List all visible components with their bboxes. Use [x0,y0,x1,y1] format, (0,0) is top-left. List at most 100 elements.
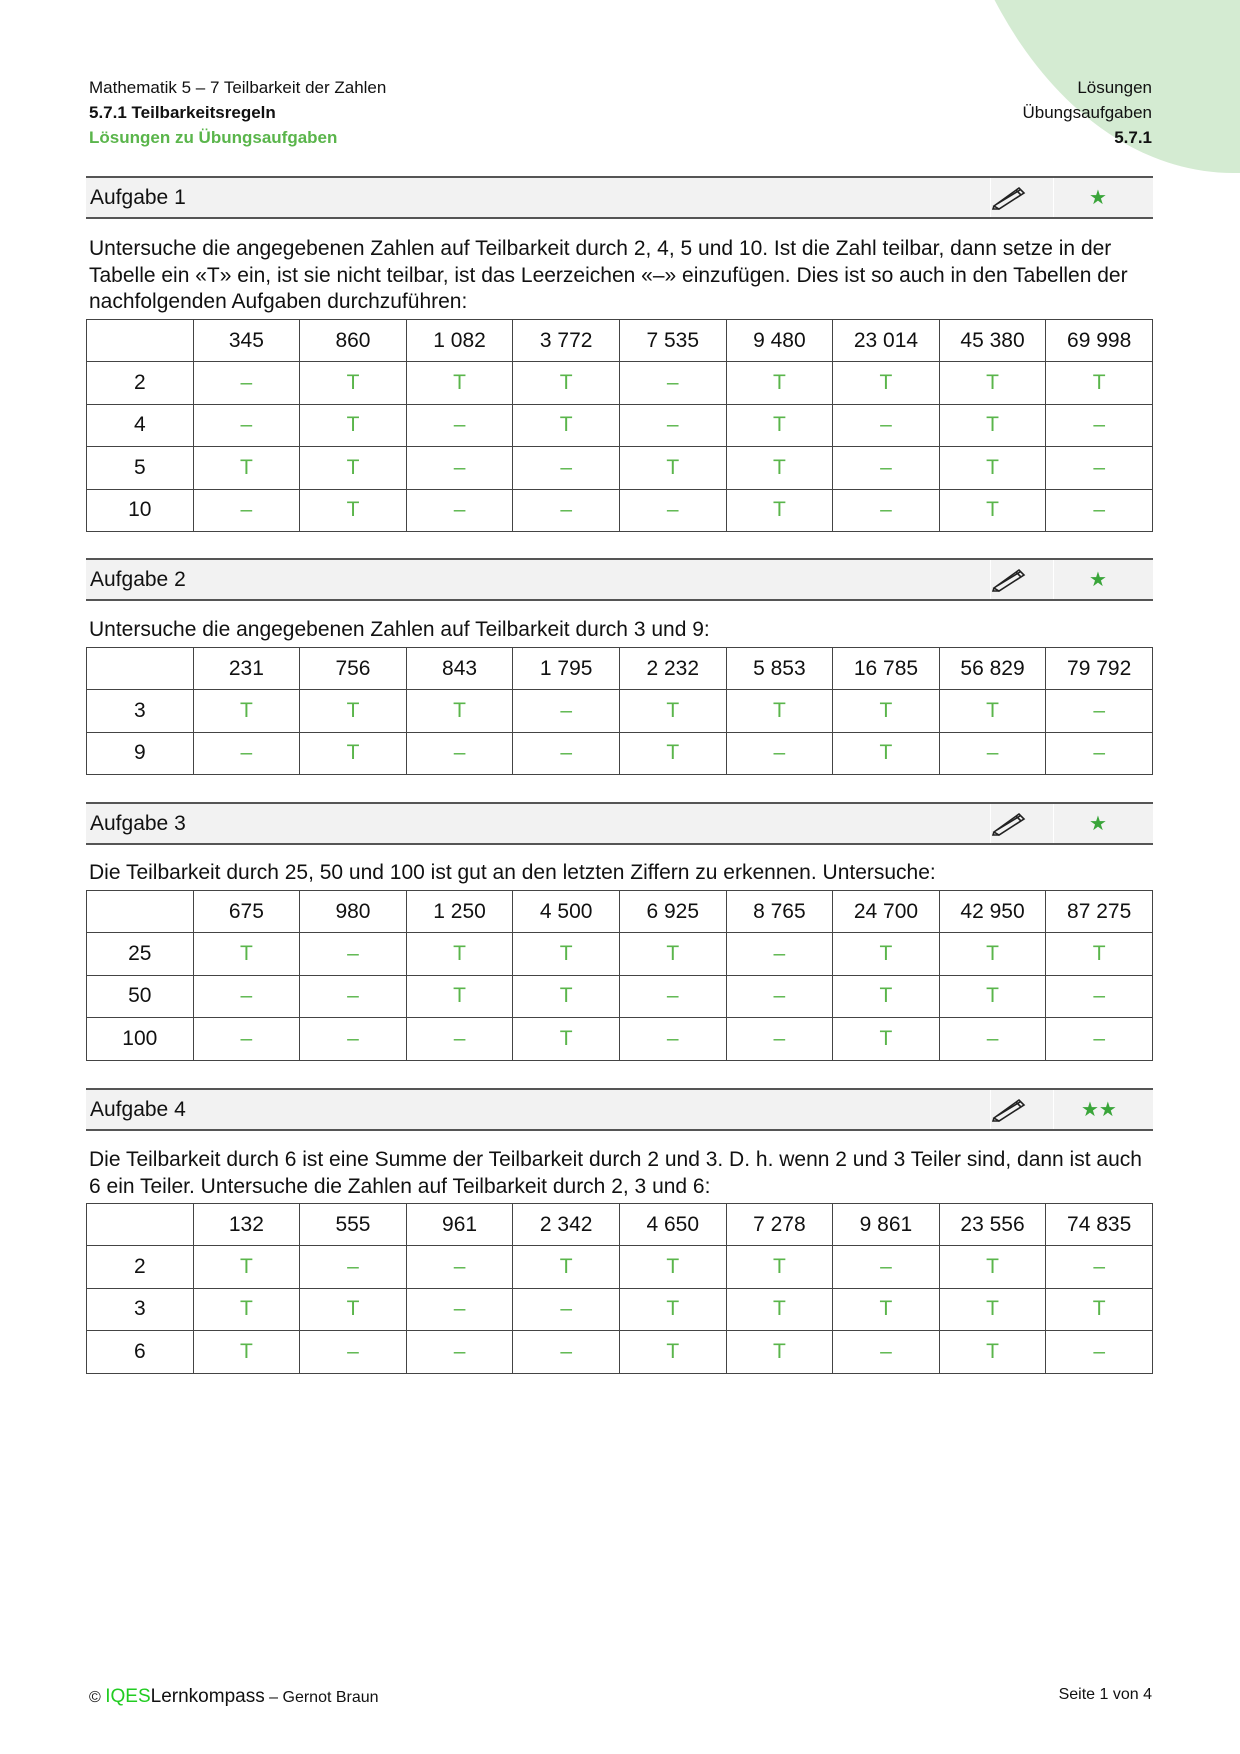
task-instruction: Untersuche die angegebenen Zahlen auf Te… [89,237,1128,313]
divisibility-cell: T [938,488,1047,532]
divisor-label: 25 [86,932,194,976]
divisibility-cell: T [832,689,940,733]
table-header-row: 231 756 843 1 795 2 232 5 853 16 785 56 829 79 7… [86,646,1153,691]
divisibility-cell: T [299,731,407,776]
divisibility-cell: – [832,488,940,532]
task-header-2: Aufgabe 2 ★ [86,558,1153,601]
divisibility-cell: – [512,446,620,490]
divisibility-cell: T [405,689,514,733]
divisibility-cell: T [938,361,1047,405]
divisibility-cell: T [299,488,407,532]
task-title: Aufgabe 3 [90,812,186,835]
task-instruction: Die Teilbarkeit durch 25, 50 und 100 ist… [89,861,936,884]
divisibility-cell: T [725,689,834,733]
column-header: 45 380 [938,318,1047,363]
column-header: 8 765 [725,889,834,934]
divisibility-cell: T [725,488,834,532]
divisibility-cell: T [405,361,514,405]
divisibility-cell: – [1045,974,1153,1019]
divisor-label: 10 [86,488,194,532]
divisibility-cell: T [618,932,727,976]
table-row: 4– T – T – T – T – [86,403,1153,448]
pencil-icon [991,810,1027,841]
divisor-label: 100 [86,1017,194,1061]
divisibility-cell: – [405,1330,514,1374]
document-subtitle: Lösungen zu Übungsaufgaben [89,128,338,147]
task-table-1: 345 860 1 082 3 772 7 535 9 480 23 014 45 380 69… [86,318,1153,532]
difficulty-star-icon: ★ [1089,813,1107,835]
column-header: 961 [405,1202,514,1247]
divisibility-cell: – [725,731,834,776]
divisibility-cell: T [938,932,1047,976]
divisibility-cell: T [299,689,407,733]
table-row: 2 T – – T T T – T – [86,1245,1153,1289]
table-row: 9– T – – T – T – – [86,731,1153,776]
task-table-2: 231 756 843 1 795 2 232 5 853 16 785 56 829 79 7… [86,646,1153,776]
divisibility-cell: – [938,1017,1047,1061]
column-header: 16 785 [832,646,940,691]
divisibility-cell: T [512,1245,620,1289]
divisibility-cell: T [938,1287,1047,1332]
divisibility-cell: – [1045,446,1153,490]
column-header: 555 [299,1202,407,1247]
divisibility-cell: – [405,731,514,776]
task-title: Aufgabe 4 [90,1098,186,1121]
divisibility-cell: – [192,1017,301,1061]
column-header: 231 [192,646,301,691]
difficulty-star-icon: ★ [1089,569,1107,591]
table-row: 3 T T – – T T T T T [86,1287,1153,1332]
column-header: 1 250 [405,889,514,934]
column-header: 24 700 [832,889,940,934]
column-header: 87 275 [1045,889,1153,934]
divisibility-cell: – [618,403,727,448]
divisibility-cell: – [299,1330,407,1374]
divisibility-cell: – [1045,731,1153,776]
divisibility-cell: T [512,1017,620,1061]
subject-title: Mathematik 5 – 7 Teilbarkeit der Zahlen [89,78,387,97]
divisibility-cell: – [938,731,1047,776]
divisibility-cell: – [299,1017,407,1061]
table-row: 50– – T T – – T T – [86,974,1153,1019]
divisibility-cell: – [192,974,301,1019]
column-header: 74 835 [1045,1202,1153,1247]
table-row: 6 T – – – T T – T – [86,1330,1153,1374]
author: – Gernot Braun [264,1689,379,1706]
table-row: 2– T T T – T T T T [86,361,1153,405]
divisibility-cell: T [618,1287,727,1332]
divisibility-cell: – [512,731,620,776]
divisibility-cell: T [512,403,620,448]
divisibility-cell: – [512,488,620,532]
divisibility-cell: T [725,1330,834,1374]
task-header-3: Aufgabe 3 ★ [86,802,1153,845]
divisibility-cell: – [405,488,514,532]
task-header-1: Aufgabe 1 ★ [86,176,1153,219]
divisibility-cell: T [618,731,727,776]
column-header: 23 556 [938,1202,1047,1247]
divisibility-cell: T [725,446,834,490]
divisibility-cell: T [192,689,301,733]
divisibility-cell: – [725,932,834,976]
divisibility-cell: T [299,361,407,405]
divisibility-cell: T [938,446,1047,490]
divisibility-cell: T [725,1287,834,1332]
table-header-row: 675 980 1 250 4 500 6 925 8 765 24 700 42 950 87… [86,889,1153,934]
divisibility-cell: – [512,1287,620,1332]
column-header: 132 [192,1202,301,1247]
pencil-icon [991,566,1027,597]
divisibility-cell: – [299,974,407,1019]
divisibility-cell: T [618,446,727,490]
column-header: 1 795 [512,646,620,691]
divisibility-cell: – [1045,1245,1153,1289]
header-left: Mathematik 5 – 7 Teilbarkeit der Zahlen … [89,75,386,150]
divisibility-cell: T [938,1330,1047,1374]
divisibility-cell: T [1045,361,1153,405]
divisibility-cell: – [618,1017,727,1061]
divisibility-cell: T [618,1245,727,1289]
divisibility-cell: T [1045,932,1153,976]
column-header: 5 853 [725,646,834,691]
corner-cell [86,1202,194,1247]
divisibility-cell: T [512,974,620,1019]
divisibility-cell: T [512,361,620,405]
divisibility-cell: T [1045,1287,1153,1332]
divisibility-cell: – [405,1017,514,1061]
